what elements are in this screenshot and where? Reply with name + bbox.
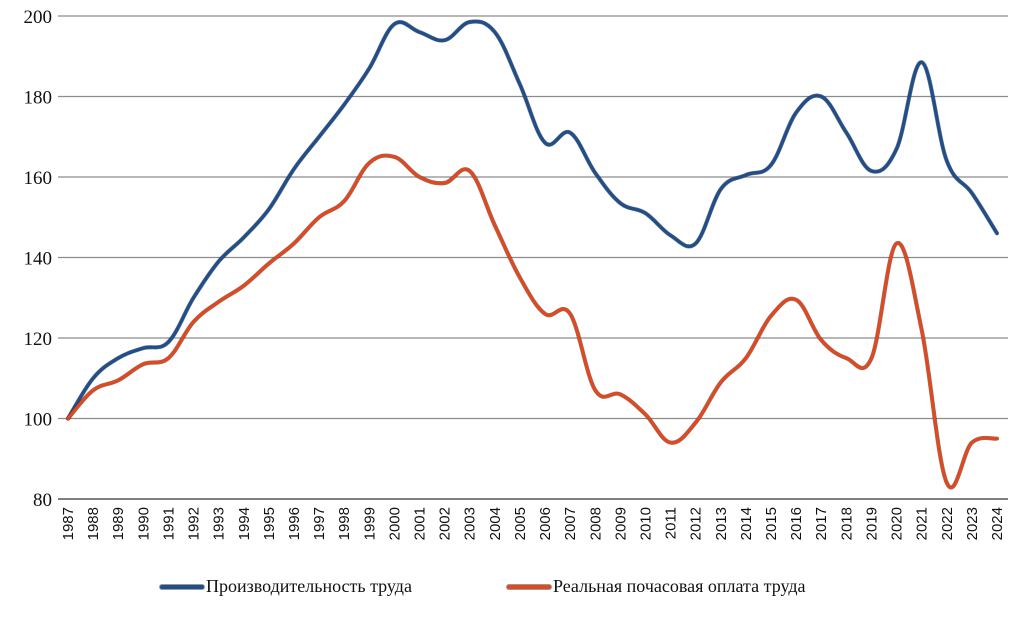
x-tick-label: 2024	[989, 507, 1006, 540]
x-tick-label: 2008	[587, 507, 604, 540]
y-tick-label: 120	[24, 329, 53, 350]
x-tick-label: 2006	[537, 507, 554, 540]
x-tick-label: 2013	[713, 507, 730, 540]
x-tick-label: 2021	[914, 507, 931, 540]
legend-item-real-hourly-wage: Реальная почасовая оплата труда	[506, 576, 806, 597]
x-tick-label: 1990	[135, 507, 152, 540]
x-tick-label: 1999	[361, 507, 378, 540]
x-tick-label: 2016	[788, 507, 805, 540]
x-tick-label: 1988	[85, 507, 102, 540]
x-tick-label: 1991	[160, 507, 177, 540]
gridlines	[58, 15, 1008, 500]
x-tick-label: 2014	[738, 507, 755, 540]
legend-swatch-real-hourly-wage	[506, 584, 551, 589]
legend-item-productivity: Производительность труда	[160, 576, 412, 597]
legend-label-productivity: Производительность труда	[206, 576, 412, 596]
y-axis: 80 100 120 140 160 180 200	[24, 7, 53, 511]
x-tick-label: 2015	[763, 507, 780, 540]
x-tick-label: 2001	[412, 507, 429, 540]
x-tick-label: 2010	[637, 507, 654, 540]
y-tick-label: 100	[24, 410, 53, 431]
y-tick-label: 140	[24, 249, 53, 270]
x-tick-label: 2000	[386, 507, 403, 540]
series-outline	[65, 19, 1000, 421]
x-tick-label: 2003	[462, 507, 479, 540]
x-tick-label: 2004	[487, 507, 504, 540]
y-tick-label: 160	[24, 168, 53, 189]
x-tick-label: 2017	[813, 507, 830, 540]
x-tick-label: 1994	[236, 507, 253, 540]
x-tick-label: 2005	[512, 507, 529, 540]
y-tick-label: 200	[24, 7, 53, 28]
x-tick-label: 2023	[964, 507, 981, 540]
x-tick-label: 1992	[186, 507, 203, 540]
x-tick-label: 1998	[336, 507, 353, 540]
series-lines	[65, 19, 1000, 490]
plot-area: 80 100 120 140 160 180 200 1987 1988 1989 1990 199…	[24, 7, 1008, 540]
x-tick-label: 1995	[261, 507, 278, 540]
legend-label-real-hourly-wage: Реальная почасовая оплата труда	[552, 576, 806, 596]
x-tick-label: 2007	[562, 507, 579, 540]
x-tick-label: 1987	[60, 507, 77, 540]
x-tick-label: 1997	[311, 507, 328, 540]
series-outline	[65, 153, 1000, 490]
x-tick-label: 2019	[863, 507, 880, 540]
x-axis: 1987 1988 1989 1990 1991 1992 1993 1994 1995 1996…	[60, 507, 1006, 540]
y-tick-label: 80	[33, 490, 52, 511]
y-tick-label: 180	[24, 88, 53, 109]
x-tick-label: 2009	[612, 507, 629, 540]
x-tick-label: 2018	[838, 507, 855, 540]
x-tick-label: 2002	[437, 507, 454, 540]
x-tick-label: 2011	[663, 507, 680, 539]
x-tick-label: 2022	[939, 507, 956, 540]
series-line-productivity	[66, 19, 999, 421]
legend: Производительность труда Реальная почасо…	[160, 576, 805, 597]
x-tick-label: 1996	[286, 507, 303, 540]
legend-swatch-productivity	[160, 584, 204, 589]
x-tick-label: 1993	[211, 507, 228, 540]
x-tick-label: 2012	[688, 507, 705, 540]
x-tick-label: 1989	[110, 507, 127, 540]
x-tick-label: 2020	[889, 507, 906, 540]
series-line-real-hourly-wage	[66, 153, 999, 489]
